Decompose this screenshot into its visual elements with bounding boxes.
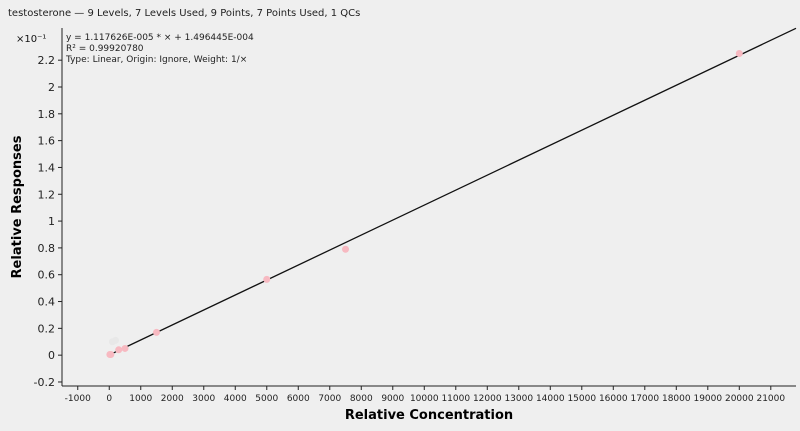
- x-tick-label: 21000: [756, 394, 785, 404]
- data-point: [121, 344, 129, 352]
- data-point: [735, 49, 743, 57]
- data-point: [153, 328, 161, 336]
- x-tick-label: 7000: [318, 394, 341, 404]
- x-tick-label: 0: [106, 394, 112, 404]
- x-tick-label: 1000: [129, 394, 152, 404]
- data-point: [115, 346, 123, 354]
- data-point: [107, 350, 115, 358]
- x-tick-label: 9000: [381, 394, 404, 404]
- y-tick-label: 1.4: [38, 161, 56, 174]
- y-tick-label: 0.6: [38, 269, 56, 282]
- fit-type: Type: Linear, Origin: Ignore, Weight: 1/…: [66, 55, 248, 65]
- x-tick-label: 3000: [192, 394, 215, 404]
- data-point: [342, 245, 350, 253]
- y-tick-label: 0.4: [38, 296, 56, 309]
- x-tick-label: 17000: [630, 394, 659, 404]
- regression-equation: y = 1.117626E-005 * × + 1.496445E-004 R²…: [66, 33, 254, 66]
- x-tick-label: 6000: [287, 394, 310, 404]
- axes: -1000 0 1000 2000 3000 4000 5000 6000 7000 8000 90…: [34, 28, 796, 404]
- y-axis-multiplier: ×10⁻¹: [16, 34, 47, 45]
- y-tick-label: 0.8: [38, 242, 56, 255]
- y-axis-title: Relative Responses: [10, 135, 25, 278]
- x-tick-label: 20000: [725, 394, 754, 404]
- fit-line: [108, 27, 797, 356]
- y-tick-label: 1.8: [38, 108, 56, 121]
- x-tick-label: 5000: [255, 394, 278, 404]
- y-tick-label: 2.2: [38, 54, 56, 67]
- x-tick-label: 13000: [504, 394, 533, 404]
- x-tick-label: 19000: [693, 394, 722, 404]
- x-tick-label: 16000: [599, 394, 628, 404]
- y-tick-label: -0.2: [34, 376, 55, 389]
- chart-header: testosterone — 9 Levels, 7 Levels Used, …: [8, 8, 361, 19]
- x-tick-label: 4000: [224, 394, 247, 404]
- x-tick-label: 12000: [473, 394, 502, 404]
- x-tick-label: 15000: [567, 394, 596, 404]
- y-tick-label: 2: [48, 81, 55, 94]
- y-tick-label: 0.2: [38, 322, 56, 335]
- data-point: [263, 275, 271, 283]
- equation-line: y = 1.117626E-005 * × + 1.496445E-004: [66, 33, 254, 43]
- y-tick-label: 1.2: [38, 188, 56, 201]
- x-tick-label: 11000: [441, 394, 470, 404]
- y-tick-label: 1.6: [38, 135, 56, 148]
- x-axis-title: Relative Concentration: [345, 408, 513, 423]
- x-tick-label: 8000: [350, 394, 373, 404]
- y-tick-label: 1: [48, 215, 55, 228]
- x-tick-label: -1000: [65, 394, 91, 404]
- y-tick-label: 0: [48, 349, 55, 362]
- excluded-data-point: [112, 336, 120, 344]
- x-tick-label: 14000: [536, 394, 565, 404]
- data-points: [106, 49, 743, 358]
- x-tick-label: 18000: [662, 394, 691, 404]
- x-tick-label: 10000: [410, 394, 439, 404]
- r-squared: R² = 0.99920780: [66, 44, 144, 54]
- x-tick-label: 2000: [161, 394, 184, 404]
- fit-line-group: [108, 27, 797, 356]
